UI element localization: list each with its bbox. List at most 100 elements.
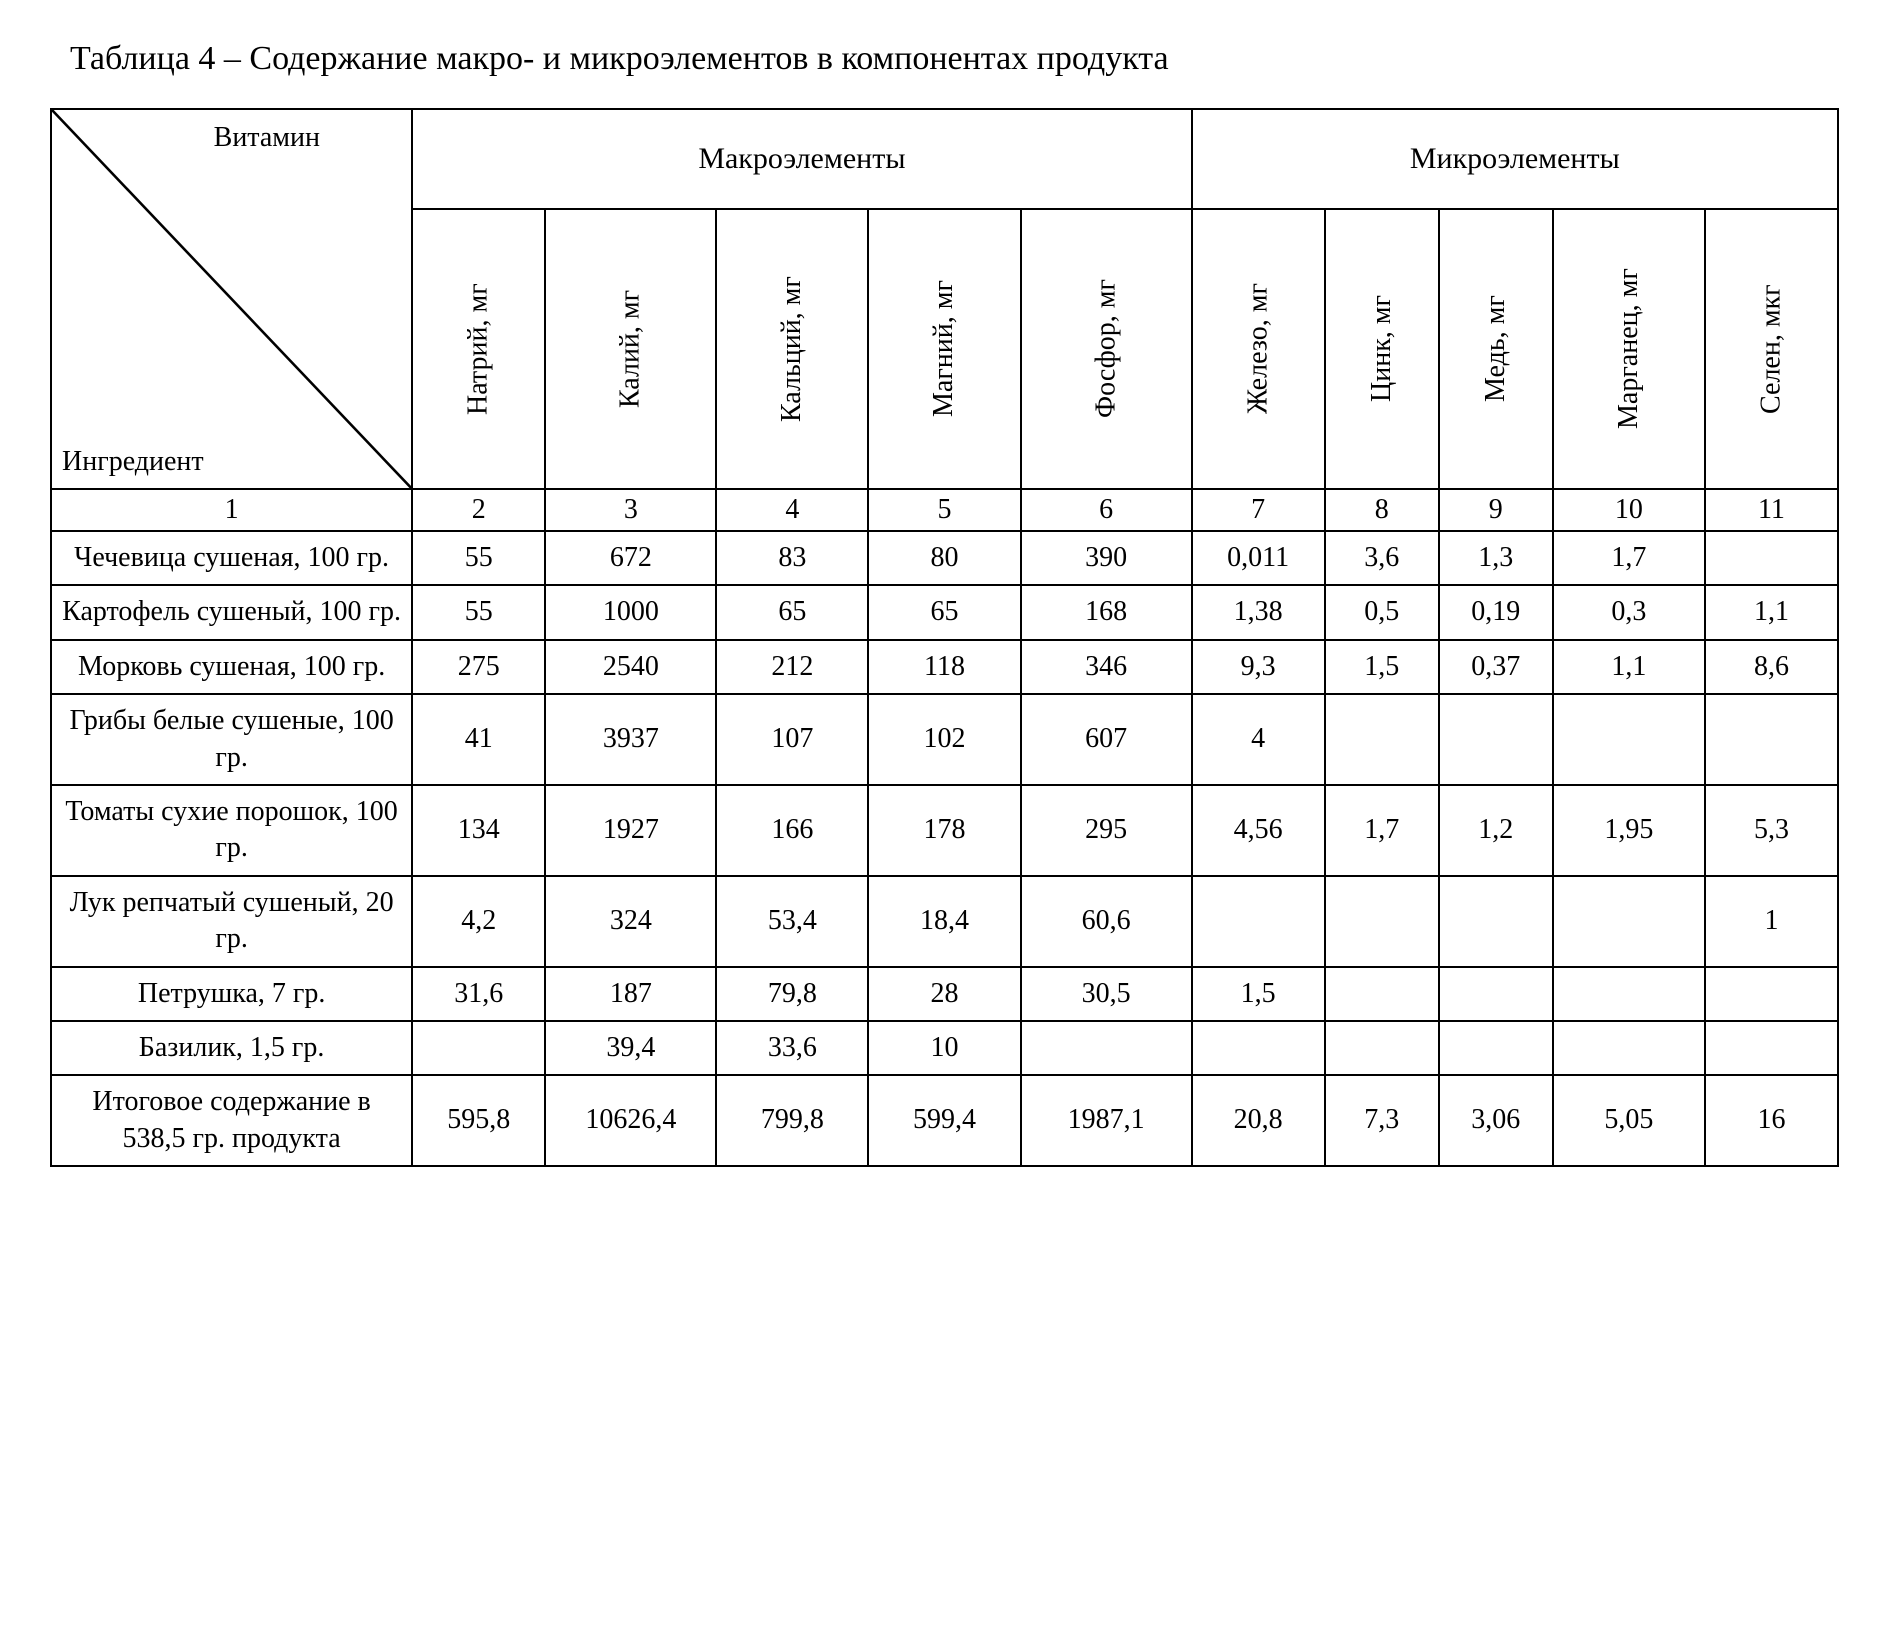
- cell-value: [1439, 876, 1553, 967]
- cell-value: [1439, 1021, 1553, 1075]
- table-row: Морковь сушеная, 100 гр.2752540212118346…: [51, 640, 1838, 694]
- cell-value: 60,6: [1021, 876, 1192, 967]
- colnum-1: 1: [51, 489, 412, 531]
- col-magnesium: Магний, мг: [868, 209, 1020, 489]
- cell-value: 80: [868, 531, 1020, 585]
- cell-value: 1,7: [1553, 531, 1705, 585]
- cell-value: 390: [1021, 531, 1192, 585]
- cell-value: 3,6: [1325, 531, 1439, 585]
- col-sodium: Натрий, мг: [412, 209, 545, 489]
- col-potassium: Калий, мг: [545, 209, 716, 489]
- cell-value: 1,2: [1439, 785, 1553, 876]
- cell-value: 83: [716, 531, 868, 585]
- ingredient-name: Морковь сушеная, 100 гр.: [51, 640, 412, 694]
- micro-group-header: Микроэлементы: [1192, 109, 1838, 209]
- table-row: Лук репчатый сушеный, 20 гр.4,232453,418…: [51, 876, 1838, 967]
- cell-value: 107: [716, 694, 868, 785]
- ingredient-name: Лук репчатый сушеный, 20 гр.: [51, 876, 412, 967]
- cell-value: [1705, 1021, 1838, 1075]
- cell-value: 1987,1: [1021, 1075, 1192, 1166]
- cell-value: 9,3: [1192, 640, 1325, 694]
- cell-value: 30,5: [1021, 967, 1192, 1021]
- colnum-7: 7: [1192, 489, 1325, 531]
- cell-value: [1325, 967, 1439, 1021]
- cell-value: 595,8: [412, 1075, 545, 1166]
- table-row: Чечевица сушеная, 100 гр.5567283803900,0…: [51, 531, 1838, 585]
- cell-value: 39,4: [545, 1021, 716, 1075]
- cell-value: 2540: [545, 640, 716, 694]
- table-row: Базилик, 1,5 гр.39,433,610: [51, 1021, 1838, 1075]
- cell-value: 1,5: [1192, 967, 1325, 1021]
- cell-value: 118: [868, 640, 1020, 694]
- cell-value: 799,8: [716, 1075, 868, 1166]
- col-selenium: Селен, мкг: [1705, 209, 1838, 489]
- cell-value: 33,6: [716, 1021, 868, 1075]
- cell-value: 3937: [545, 694, 716, 785]
- cell-value: 3,06: [1439, 1075, 1553, 1166]
- cell-value: 4: [1192, 694, 1325, 785]
- table-row: Картофель сушеный, 100 гр.55100065651681…: [51, 585, 1838, 639]
- cell-value: 1927: [545, 785, 716, 876]
- cell-value: 102: [868, 694, 1020, 785]
- cell-value: 672: [545, 531, 716, 585]
- cell-value: 10: [868, 1021, 1020, 1075]
- ingredient-name: Грибы белые сушеные, 100 гр.: [51, 694, 412, 785]
- cell-value: 55: [412, 585, 545, 639]
- cell-value: 166: [716, 785, 868, 876]
- cell-value: 1,7: [1325, 785, 1439, 876]
- cell-value: [1553, 1021, 1705, 1075]
- ingredient-name: Петрушка, 7 гр.: [51, 967, 412, 1021]
- cell-value: 1: [1705, 876, 1838, 967]
- cell-value: 187: [545, 967, 716, 1021]
- cell-value: 53,4: [716, 876, 868, 967]
- table-row: Томаты сухие порошок, 100 гр.13419271661…: [51, 785, 1838, 876]
- cell-value: 31,6: [412, 967, 545, 1021]
- cell-value: [1439, 967, 1553, 1021]
- cell-value: 65: [716, 585, 868, 639]
- cell-value: 0,5: [1325, 585, 1439, 639]
- cell-value: 599,4: [868, 1075, 1020, 1166]
- table-row: Грибы белые сушеные, 100 гр.413937107102…: [51, 694, 1838, 785]
- cell-value: [1325, 694, 1439, 785]
- cell-value: 16: [1705, 1075, 1838, 1166]
- cell-value: 295: [1021, 785, 1192, 876]
- cell-value: [1021, 1021, 1192, 1075]
- colnum-8: 8: [1325, 489, 1439, 531]
- cell-value: 1000: [545, 585, 716, 639]
- ingredient-name: Картофель сушеный, 100 гр.: [51, 585, 412, 639]
- col-calcium: Кальций, мг: [716, 209, 868, 489]
- cell-value: 607: [1021, 694, 1192, 785]
- cell-value: 55: [412, 531, 545, 585]
- table-title: Таблица 4 – Содержание макро- и микроэле…: [50, 40, 1839, 78]
- cell-value: 0,011: [1192, 531, 1325, 585]
- cell-value: 10626,4: [545, 1075, 716, 1166]
- cell-value: 0,19: [1439, 585, 1553, 639]
- colnum-6: 6: [1021, 489, 1192, 531]
- cell-value: [1553, 967, 1705, 1021]
- diagonal-bottom-label: Ингредиент: [62, 446, 204, 478]
- macro-group-header: Макроэлементы: [412, 109, 1191, 209]
- cell-value: [1553, 694, 1705, 785]
- col-copper: Медь, мг: [1439, 209, 1553, 489]
- ingredient-name: Чечевица сушеная, 100 гр.: [51, 531, 412, 585]
- cell-value: 1,3: [1439, 531, 1553, 585]
- cell-value: 1,95: [1553, 785, 1705, 876]
- colnum-5: 5: [868, 489, 1020, 531]
- column-number-row: 1 2 3 4 5 6 7 8 9 10 11: [51, 489, 1838, 531]
- cell-value: 134: [412, 785, 545, 876]
- colnum-10: 10: [1553, 489, 1705, 531]
- col-phosphorus: Фосфор, мг: [1021, 209, 1192, 489]
- cell-value: [1325, 876, 1439, 967]
- cell-value: 18,4: [868, 876, 1020, 967]
- cell-value: 1,1: [1553, 640, 1705, 694]
- colnum-4: 4: [716, 489, 868, 531]
- cell-value: [1325, 1021, 1439, 1075]
- cell-value: 4,2: [412, 876, 545, 967]
- ingredient-name: Итоговое содержание в 538,5 гр. продукта: [51, 1075, 412, 1166]
- cell-value: 1,5: [1325, 640, 1439, 694]
- cell-value: 324: [545, 876, 716, 967]
- cell-value: [1192, 876, 1325, 967]
- elements-table: Витамин Ингредиент Макроэлементы Микроэл…: [50, 108, 1839, 1167]
- cell-value: 41: [412, 694, 545, 785]
- colnum-11: 11: [1705, 489, 1838, 531]
